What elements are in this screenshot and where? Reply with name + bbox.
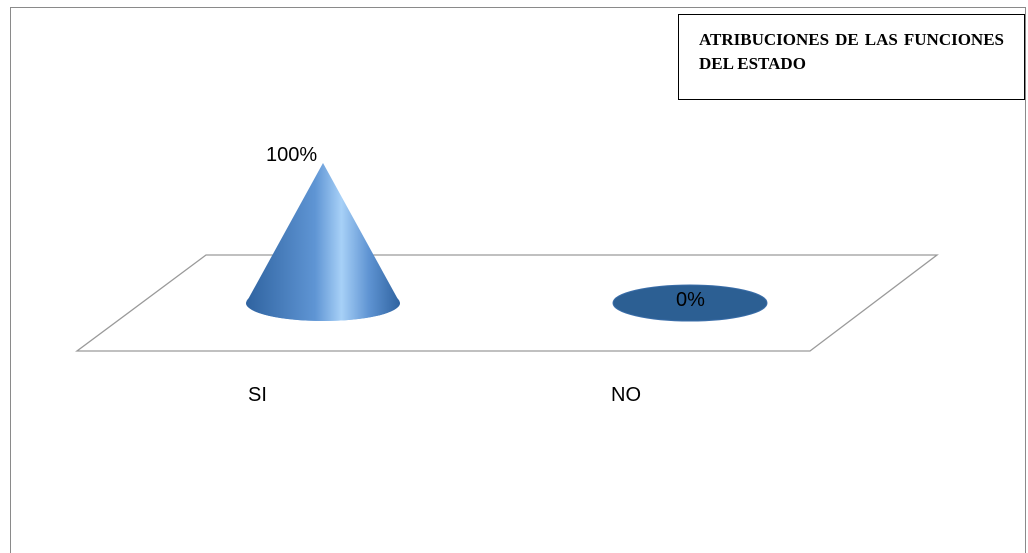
cone-body-si	[246, 163, 400, 321]
chart-title-box: ATRIBUCIONES DE LAS FUNCIONES DEL ESTADO	[678, 14, 1025, 100]
cone-no	[612, 284, 768, 322]
cone-si	[246, 163, 400, 321]
data-label-no: 0%	[676, 289, 705, 311]
chart-title: ATRIBUCIONES DE LAS FUNCIONES DEL ESTADO	[699, 30, 1004, 73]
chart-floor	[75, 254, 939, 352]
data-label-si: 100%	[266, 144, 317, 166]
category-label-si: SI	[248, 384, 267, 406]
category-label-no: NO	[611, 384, 641, 406]
chart-frame	[10, 7, 1026, 553]
